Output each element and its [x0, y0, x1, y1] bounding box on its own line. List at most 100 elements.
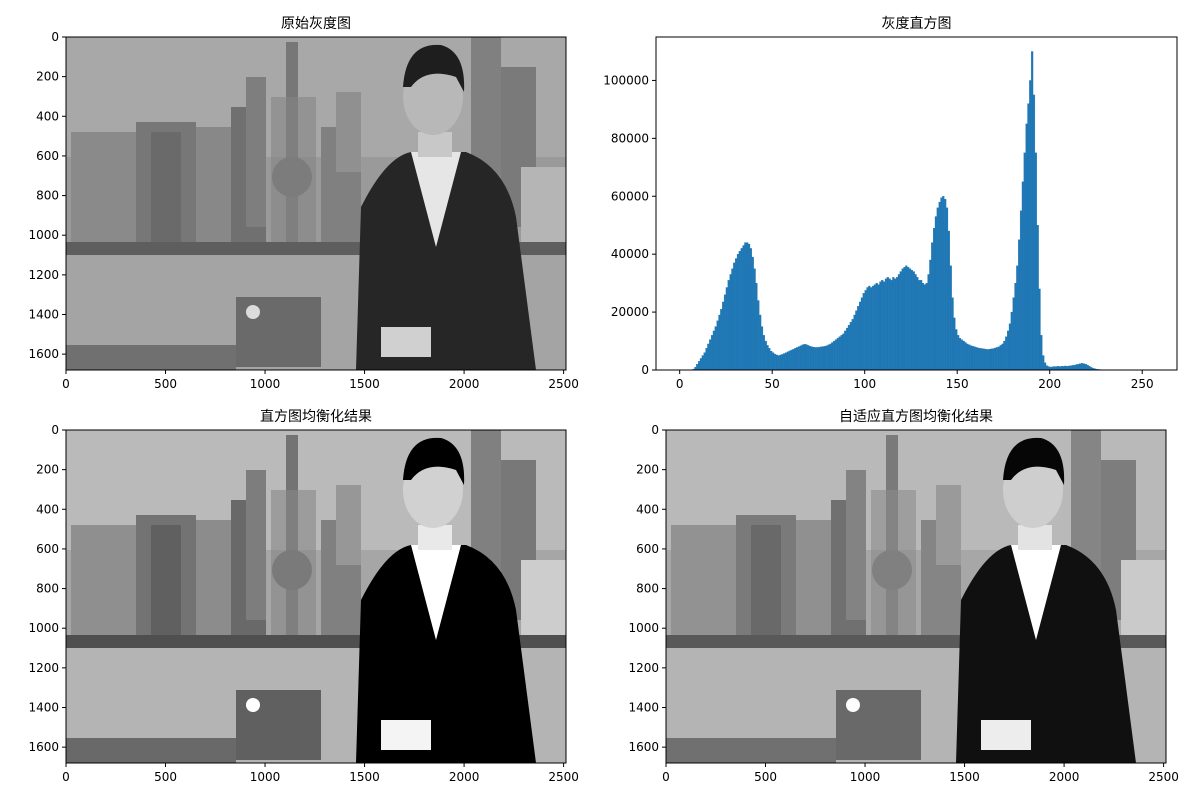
histogram-bar	[976, 347, 978, 370]
histogram-bar	[900, 272, 902, 370]
histogram-bar	[966, 344, 968, 370]
histogram-bar	[761, 327, 763, 370]
x-tick-label: 250	[1131, 377, 1154, 391]
histogram-bar	[1009, 324, 1011, 370]
histogram-bar	[1077, 364, 1079, 370]
histogram-bar	[909, 269, 911, 370]
histogram-bar	[1000, 345, 1002, 370]
histogram-bar	[918, 280, 920, 370]
y-tick-label: 200	[36, 463, 59, 477]
histogram-bar	[763, 335, 765, 370]
histogram-bar	[1053, 367, 1055, 370]
histogram-bar	[861, 298, 863, 370]
y-tick-label: 1200	[28, 661, 59, 675]
y-tick-label: 1600	[28, 740, 59, 754]
histogram-bar	[830, 344, 832, 370]
x-tick-label: 1000	[250, 770, 281, 784]
histogram-bar	[815, 347, 817, 370]
histogram-bar	[739, 251, 741, 370]
histogram-bar	[1022, 182, 1024, 370]
histogram-bar	[1002, 344, 1004, 370]
y-tick-label: 1000	[28, 228, 59, 242]
histogram-bar	[994, 348, 996, 370]
histogram-bar	[1024, 153, 1026, 370]
y-tick-label: 400	[36, 502, 59, 516]
histogram-bar	[863, 293, 865, 370]
histogram-bar	[1028, 104, 1030, 370]
histogram-bar	[885, 279, 887, 370]
y-tick-label: 60000	[611, 189, 649, 203]
histogram-bar	[1029, 80, 1031, 370]
histogram-bar	[1089, 366, 1091, 370]
histogram-bar	[765, 341, 767, 370]
histogram-bar	[913, 272, 915, 370]
histogram-bar	[978, 348, 980, 370]
histogram-bar	[867, 287, 869, 370]
y-tick-label: 600	[636, 542, 659, 556]
y-tick-label: 0	[51, 423, 59, 437]
histogram-bar	[731, 269, 733, 370]
x-tick-label: 1500	[349, 377, 380, 391]
histogram-bar	[1057, 366, 1059, 370]
histogram-bar	[1068, 366, 1070, 370]
histogram-bar	[720, 309, 722, 370]
histogram-bar	[1048, 367, 1050, 370]
histogram-bar	[1066, 366, 1068, 370]
histogram-bar	[748, 244, 750, 370]
histogram-bar	[942, 196, 944, 370]
photo	[66, 430, 566, 763]
photo	[666, 430, 1166, 763]
histogram-bar	[767, 345, 769, 370]
histogram-bar	[896, 277, 898, 370]
x-tick-label: 500	[154, 377, 177, 391]
histogram-bar	[935, 217, 937, 370]
histogram-bar	[828, 345, 830, 370]
histogram-bar	[846, 328, 848, 370]
histogram-bar	[789, 351, 791, 370]
histogram-bar	[957, 335, 959, 370]
histogram-bar	[970, 346, 972, 370]
x-tick-label: 1500	[349, 770, 380, 784]
histogram-bar	[926, 283, 928, 370]
histogram-bar	[728, 280, 730, 370]
histogram-bar	[911, 270, 913, 370]
histogram-bar	[1072, 365, 1074, 370]
histogram-bar	[839, 337, 841, 370]
y-tick-label: 200	[36, 70, 59, 84]
histogram-bar	[776, 355, 778, 370]
histogram-bar	[1044, 363, 1046, 370]
histogram-bar	[1087, 365, 1089, 370]
histogram-bar	[941, 198, 943, 370]
histogram-bar	[952, 298, 954, 370]
histogram-bar	[759, 315, 761, 370]
y-tick-label: 1000	[28, 621, 59, 635]
histogram-bar	[722, 302, 724, 370]
histogram-bar	[770, 351, 772, 370]
y-tick-label: 400	[36, 109, 59, 123]
x-tick-label: 0	[662, 770, 670, 784]
histogram-bar	[859, 302, 861, 370]
histogram-bar	[1020, 211, 1022, 370]
histogram-bar	[917, 277, 919, 370]
histogram-bar	[715, 327, 717, 370]
histogram-bar	[805, 345, 807, 370]
histogram-bar	[929, 260, 931, 370]
histogram-bar	[950, 266, 952, 370]
histogram-bar	[904, 267, 906, 370]
histogram-bar	[1003, 341, 1005, 370]
histogram-bar	[1061, 366, 1063, 370]
histogram-bar	[868, 286, 870, 370]
y-tick-label: 800	[36, 582, 59, 596]
histogram-bar	[1065, 366, 1067, 370]
histogram-bar	[778, 356, 780, 370]
histogram-bar	[1035, 153, 1037, 370]
histogram-bar	[781, 354, 783, 370]
histogram-bar	[1059, 367, 1061, 370]
histogram-bar	[881, 280, 883, 370]
histogram-bar	[733, 263, 735, 370]
histogram-bar	[802, 345, 804, 370]
x-tick-label: 1000	[850, 770, 881, 784]
